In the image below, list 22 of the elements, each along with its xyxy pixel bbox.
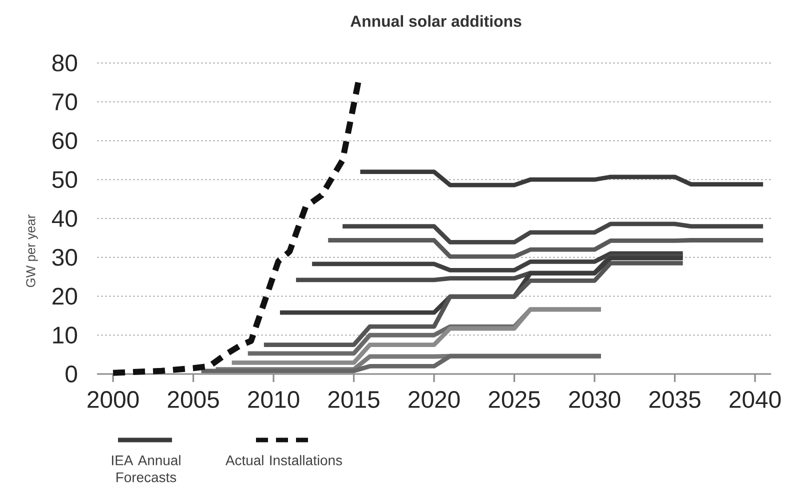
x-tick-label: 2020: [408, 391, 460, 408]
x-tick-label: 2000: [88, 391, 139, 408]
y-axis-title: GW per year: [26, 214, 38, 288]
chart-title: Annual solar additions: [350, 15, 522, 27]
legend-label: Actual Installations: [226, 455, 342, 466]
x-tick-label: 2005: [168, 391, 219, 408]
y-tick-label: 80: [52, 54, 78, 72]
y-tick-label: 20: [52, 288, 78, 305]
y-tick-label: 60: [52, 132, 78, 150]
y-tick-label: 10: [53, 326, 78, 344]
x-tick-label: 2025: [488, 391, 540, 408]
y-tick-label: 40: [52, 210, 78, 227]
y-tick-label: 0: [66, 366, 78, 382]
y-tick-label: 70: [52, 93, 78, 110]
x-tick-label: 2035: [649, 391, 700, 408]
y-tick-label: 30: [52, 248, 78, 266]
x-tick-label: 2040: [730, 391, 781, 408]
y-tick-label: 50: [52, 171, 78, 188]
x-tick-label: 2015: [328, 391, 380, 408]
legend-label: IEA Annual Forecasts: [112, 455, 180, 482]
x-tick-label: 2030: [569, 391, 620, 408]
x-tick-label: 2010: [248, 391, 300, 408]
